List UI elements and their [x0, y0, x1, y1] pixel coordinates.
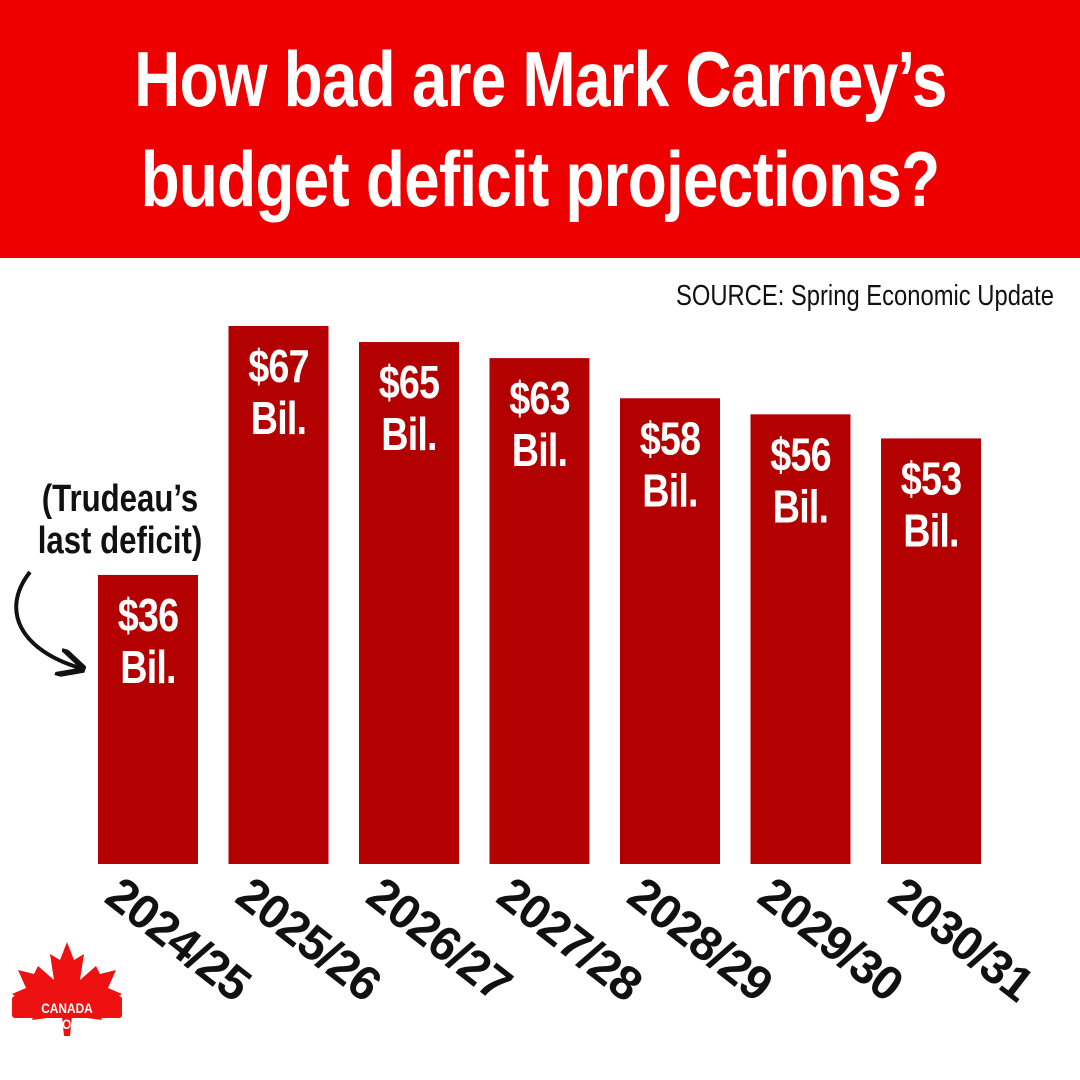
source-note: SOURCE: Spring Economic Update	[675, 280, 1054, 312]
bar-value-label: Bil.	[512, 425, 567, 476]
bar-value-label: $53	[901, 453, 961, 504]
maple-leaf-icon	[12, 942, 122, 1036]
bar-value-label: Bil.	[251, 392, 306, 443]
x-tick-label: 2029/30	[748, 868, 912, 1012]
x-tick-label: 2026/27	[357, 868, 521, 1012]
bar-value-label: $58	[640, 413, 701, 464]
bar-value-label: Bil.	[903, 505, 958, 556]
bar-value-label: $67	[248, 340, 308, 391]
bar-value-label: $63	[509, 373, 569, 424]
bar-2027-28	[489, 358, 590, 864]
header-banner: How bad are Mark Carney’s budget deficit…	[0, 0, 1080, 258]
bar-value-label: $65	[379, 357, 440, 408]
annotation-line-2: last deficit)	[37, 520, 203, 562]
bar-value-label: Bil.	[120, 641, 175, 692]
annotation-line-1: (Trudeau’s	[41, 478, 199, 520]
bar-value-label: Bil.	[773, 481, 828, 532]
bar-value-label: $36	[118, 589, 178, 640]
bar-2024-25	[98, 574, 198, 864]
bar-value-label: Bil.	[642, 465, 697, 516]
bar-2025-26	[228, 326, 329, 864]
title-line-1: How bad are Mark Carney’s	[133, 35, 947, 123]
x-tick-label: 2030/31	[879, 868, 1043, 1012]
bar-2026-27	[359, 342, 459, 864]
logo-text: CANADA PROUD	[41, 1000, 93, 1032]
bar-value-label: $56	[770, 429, 830, 480]
canada-proud-logo: CANADA PROUD	[8, 940, 126, 1036]
x-tick-label: 2025/26	[226, 868, 390, 1012]
title-line-2: budget deficit projections?	[140, 135, 941, 223]
x-tick-label: 2027/28	[487, 868, 651, 1012]
trudeau-annotation: (Trudeau’s last deficit)	[30, 478, 210, 562]
annotation-arrow-icon	[14, 570, 80, 668]
bar-value-label: Bil.	[381, 409, 436, 460]
bar-2030-31	[881, 438, 981, 864]
bar-2028-29	[620, 398, 720, 864]
bar-2029-30	[750, 414, 851, 864]
x-tick-label: 2028/29	[618, 868, 782, 1012]
